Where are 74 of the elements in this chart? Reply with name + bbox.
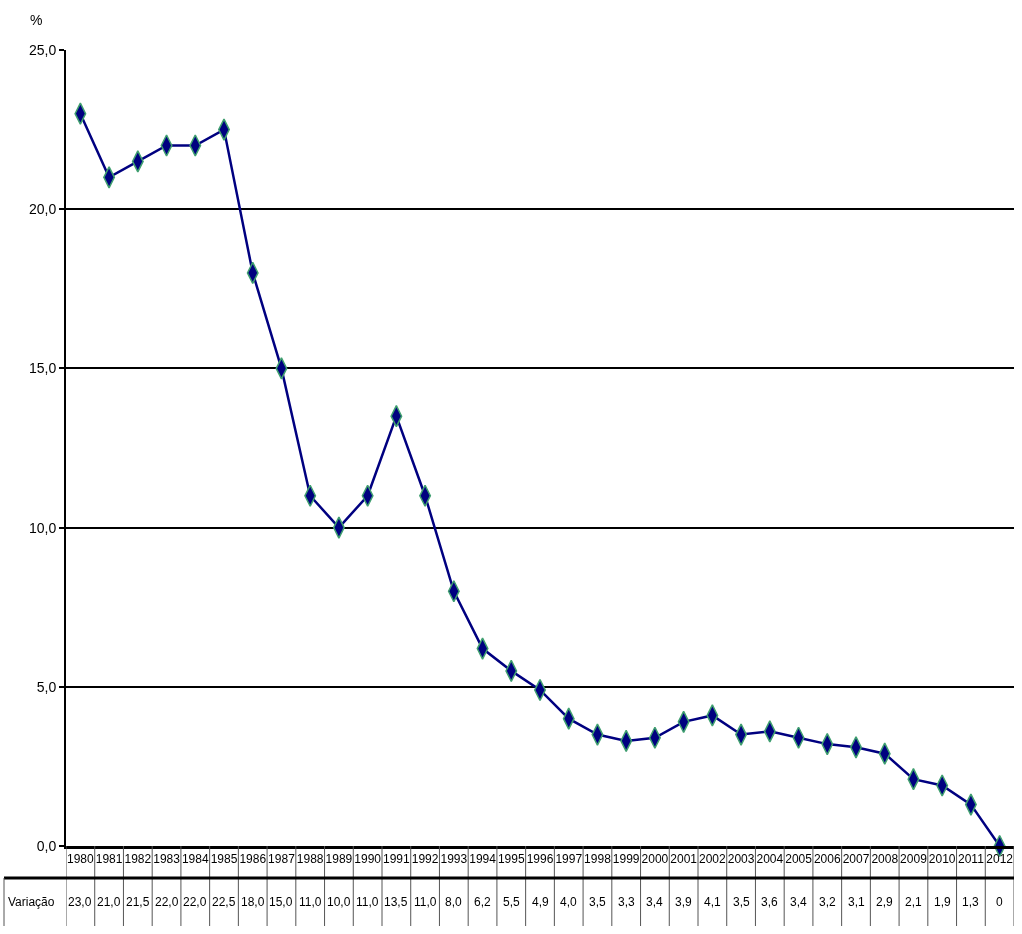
x-tick-label: 1986 [239,852,267,867]
x-tick-label: 1980 [67,852,95,867]
data-label: 5,5 [503,895,521,909]
x-tick-label: 2007 [842,852,870,867]
y-tick-label: 15,0 [28,360,57,377]
x-tick-label: 1992 [411,852,439,867]
x-tick-label: 2000 [641,852,669,867]
data-label: 4,0 [560,895,578,909]
data-label: 22,0 [155,895,179,909]
x-tick-label: 1995 [497,852,525,867]
x-tick-label: 2008 [871,852,899,867]
data-label: 3,9 [675,895,693,909]
x-tick-label: 1985 [210,852,238,867]
x-tick-label: 1988 [296,852,324,867]
data-label: 3,5 [733,895,751,909]
data-label: 10,0 [327,895,351,909]
x-tick-label: 2012 [986,852,1014,867]
x-tick-label: 1989 [325,852,353,867]
x-tick-label: 2009 [900,852,928,867]
data-label: 3,2 [819,895,837,909]
data-label: 18,0 [241,895,265,909]
x-tick-label: 2005 [785,852,813,867]
x-tick-label: 1983 [153,852,181,867]
x-tick-label: 1991 [383,852,411,867]
y-tick-label: 0,0 [36,837,57,854]
data-label: 11,0 [356,895,379,909]
data-label: 4,1 [704,895,722,909]
x-tick-label: 2006 [813,852,841,867]
x-tick-label: 1984 [181,852,209,867]
text: Variação [8,895,55,909]
x-tick-label: 1999 [612,852,640,867]
data-label: 15,0 [269,895,293,909]
x-tick-label: 2002 [699,852,727,867]
data-label: 13,5 [384,895,408,909]
data-label: 22,0 [183,895,207,909]
data-label: 3,1 [848,895,866,909]
x-tick-label: 1998 [584,852,612,867]
data-label: 2,1 [905,895,923,909]
y-tick-label: 20,0 [28,201,57,218]
x-tick-label: 2010 [928,852,956,867]
x-tick-label: 1994 [469,852,497,867]
data-label: 21,0 [97,895,121,909]
data-label: 11,0 [414,895,437,909]
data-label: 4,9 [532,895,550,909]
data-label: 23,0 [68,895,92,909]
data-label: 8,0 [445,895,463,909]
data-label: 22,5 [212,895,236,909]
x-tick-label: 2001 [670,852,698,867]
data-label: 6,2 [474,895,492,909]
y-tick-label: 10,0 [28,519,57,536]
y-axis-title: % [30,12,43,28]
data-label: 11,0 [299,895,322,909]
x-tick-label: 2003 [727,852,755,867]
x-tick-label: 1996 [526,852,554,867]
data-label: 3,6 [761,895,779,909]
x-tick-label: 1993 [440,852,468,867]
x-tick-label: 1982 [124,852,152,867]
data-label: 21,5 [126,895,150,909]
y-tick-label: 25,0 [28,41,57,58]
data-label: 3,4 [790,895,808,909]
data-label: 0 [996,895,1003,909]
data-label: 2,9 [876,895,894,909]
x-tick-label: 1997 [555,852,583,867]
x-tick-label: 1990 [354,852,382,867]
data-label: 3,4 [646,895,664,909]
y-tick-label: 5,0 [36,678,57,695]
x-tick-label: 2011 [958,852,985,867]
data-label: 3,5 [589,895,607,909]
x-tick-label: 1987 [268,852,296,867]
data-label: 1,9 [934,895,952,909]
data-label: 3,3 [618,895,636,909]
data-label: 1,3 [962,895,980,909]
x-tick-label: 2004 [756,852,784,867]
x-tick-label: 1981 [95,852,123,867]
